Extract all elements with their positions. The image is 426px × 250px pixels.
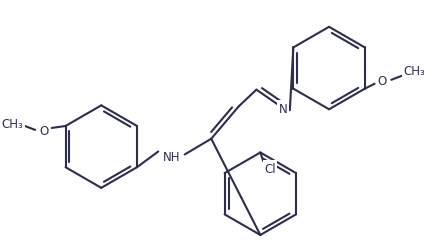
Text: CH₃: CH₃ bbox=[403, 65, 425, 78]
Text: O: O bbox=[378, 75, 387, 88]
Text: O: O bbox=[39, 125, 49, 138]
Text: N: N bbox=[279, 102, 287, 115]
Text: CH₃: CH₃ bbox=[2, 117, 23, 130]
Text: Cl: Cl bbox=[265, 162, 276, 175]
Text: NH: NH bbox=[163, 150, 181, 163]
